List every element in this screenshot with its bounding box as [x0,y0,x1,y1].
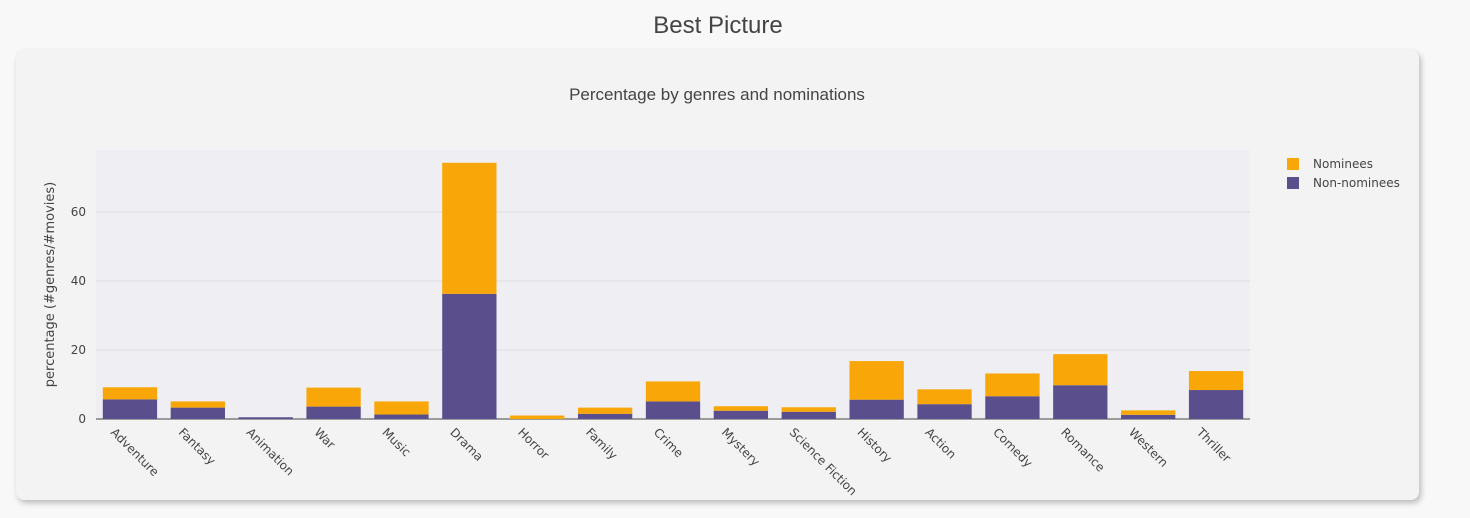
x-tick-label: Drama [447,425,486,464]
y-axis-label: percentage (#genres/#movies) [43,182,58,387]
bar-nominees[interactable] [102,387,158,400]
bar-non-nominees[interactable] [1188,390,1244,419]
x-tick-label: Music [379,425,413,459]
bar-nominees[interactable] [1188,371,1244,391]
bar-non-nominees[interactable] [102,399,158,419]
bar-nominees[interactable] [577,407,633,414]
y-axis-ticks: 0 20 40 60 [71,205,86,426]
bar-nominees[interactable] [713,406,769,411]
x-tick-label: Science Fiction [787,425,860,498]
x-tick-label: Comedy [990,425,1035,470]
bars [102,162,1244,419]
y-tick-label: 60 [71,205,86,219]
bar-nominees[interactable] [306,387,361,407]
x-tick-label: Adventure [108,425,162,479]
bar-nominees[interactable] [510,415,565,419]
legend: Nominees Non-nominees [1287,157,1400,190]
y-tick-label: 20 [71,343,86,357]
bar-nominees[interactable] [645,381,701,402]
bar-non-nominees[interactable] [306,406,361,419]
x-axis-ticks: Adventure Fantasy Animation War Music Drama Ho… [108,425,1234,499]
x-tick-label: War [311,425,337,451]
x-tick-label: Animation [244,425,297,478]
bar-non-nominees[interactable] [577,413,633,419]
bar-non-nominees[interactable] [713,410,769,419]
bar-non-nominees[interactable] [781,411,836,419]
bar-nominees[interactable] [1053,354,1108,386]
x-tick-label: Thriller [1193,425,1233,465]
bar-non-nominees[interactable] [1053,385,1108,419]
x-tick-label: Western [1126,425,1171,470]
chart-title: Percentage by genres and nominations [569,85,865,104]
bar-non-nominees[interactable] [374,414,429,419]
bar-nominees[interactable] [374,401,429,415]
legend-swatch [1287,177,1299,189]
bar-non-nominees[interactable] [985,396,1040,419]
bar-nominees[interactable] [442,162,497,294]
y-tick-label: 0 [78,412,86,426]
bar-nominees[interactable] [1121,410,1176,415]
x-tick-label: Action [922,425,958,461]
bar-non-nominees[interactable] [849,399,904,419]
x-tick-label: Mystery [719,425,763,469]
bar-non-nominees[interactable] [442,293,497,419]
x-tick-label: Crime [651,425,686,460]
bar-nominees[interactable] [849,361,904,400]
legend-label[interactable]: Nominees [1313,157,1373,171]
bar-nominees[interactable] [781,407,836,412]
bar-nominees[interactable] [985,373,1040,397]
x-tick-label: Family [583,425,620,462]
chart-card: Percentage by genres and nominations 0 20… [16,50,1419,500]
x-tick-label: Romance [1058,425,1107,474]
page-title: Best Picture [653,12,783,39]
x-tick-label: Horror [515,425,552,462]
x-tick-label: History [855,425,895,465]
bar-non-nominees[interactable] [917,404,972,419]
bar-nominees[interactable] [170,401,225,408]
bar-non-nominees[interactable] [238,417,293,419]
legend-label[interactable]: Non-nominees [1313,176,1400,190]
stacked-bar-chart: Percentage by genres and nominations 0 20… [43,85,1400,499]
bar-non-nominees[interactable] [1121,414,1176,419]
bar-nominees[interactable] [917,389,972,405]
x-tick-label: Fantasy [176,425,219,468]
bar-non-nominees[interactable] [170,407,225,419]
y-tick-label: 40 [71,274,86,288]
legend-swatch [1287,158,1299,170]
bar-non-nominees[interactable] [645,401,701,419]
